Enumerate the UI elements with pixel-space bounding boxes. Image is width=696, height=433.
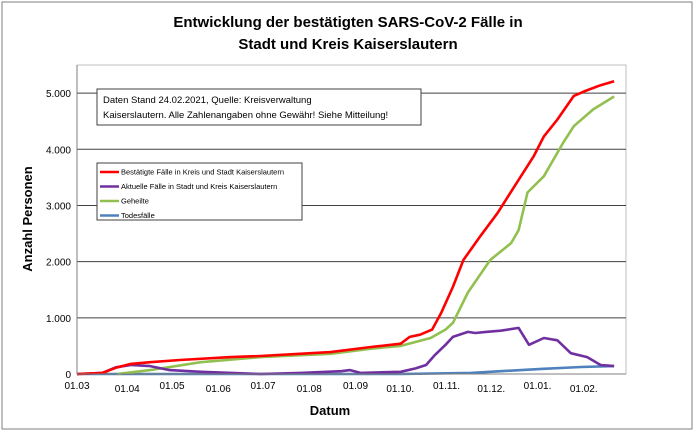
- legend-label: Geheilte: [121, 197, 149, 206]
- annotation-line-1: Daten Stand 24.02.2021, Quelle: Kreisver…: [103, 95, 312, 106]
- legend-label: Bestätigte Fälle in Kreis und Stadt Kais…: [121, 168, 284, 177]
- y-tick-labels: 0 1.000 2.000 3.000 4.000 5.000: [46, 89, 71, 381]
- y-tick-label: 0: [65, 370, 71, 381]
- series-line-1: [76, 326, 615, 376]
- x-tick-label: 01.03: [64, 381, 89, 392]
- x-tick-label: 01.05: [159, 381, 184, 392]
- legend-label: Aktuelle Fälle in Stadt und Kreis Kaiser…: [121, 182, 277, 191]
- x-tick-label: 01.06: [206, 384, 231, 395]
- x-tick-labels: 01.03 01.04 01.05 01.06 01.07 01.08 01.09 01.10…: [64, 381, 597, 395]
- x-tick-label: 01.11.: [433, 381, 460, 392]
- x-tick-label: 01.10.: [386, 384, 414, 395]
- x-tick-label: 01.07: [250, 381, 275, 392]
- series-line-0: [76, 80, 615, 376]
- x-tick-label: 01.09: [343, 381, 368, 392]
- x-tick-label: 01.12.: [477, 384, 505, 395]
- series-lines: [76, 80, 615, 376]
- x-tick-label: 01.01.: [524, 381, 552, 392]
- chart-title-line-2: Stadt und Kreis Kaiserslautern: [238, 36, 457, 53]
- y-axis-title: Anzahl Personen: [20, 166, 35, 272]
- y-tick-label: 2.000: [46, 258, 71, 269]
- y-tick-label: 1.000: [46, 314, 71, 325]
- y-tick-label: 3.000: [46, 201, 71, 212]
- x-axis-title: Datum: [310, 403, 350, 418]
- legend-label: Todesfälle: [121, 211, 155, 220]
- annotation-box: Daten Stand 24.02.2021, Quelle: Kreisver…: [96, 88, 422, 126]
- x-tick-label: 01.08: [297, 384, 322, 395]
- y-tick-label: 5.000: [46, 89, 71, 100]
- x-tick-label: 01.04: [115, 384, 140, 395]
- annotation-line-2: Kaiserslautern. Alle Zahlenangaben ohne …: [103, 110, 388, 121]
- x-tick-label: 01.02.: [570, 384, 598, 395]
- legend: Bestätigte Fälle in Kreis und Stadt Kais…: [96, 162, 303, 221]
- y-tick-label: 4.000: [46, 145, 71, 156]
- chart-title-line-1: Entwicklung der bestätigten SARS-CoV-2 F…: [173, 14, 522, 31]
